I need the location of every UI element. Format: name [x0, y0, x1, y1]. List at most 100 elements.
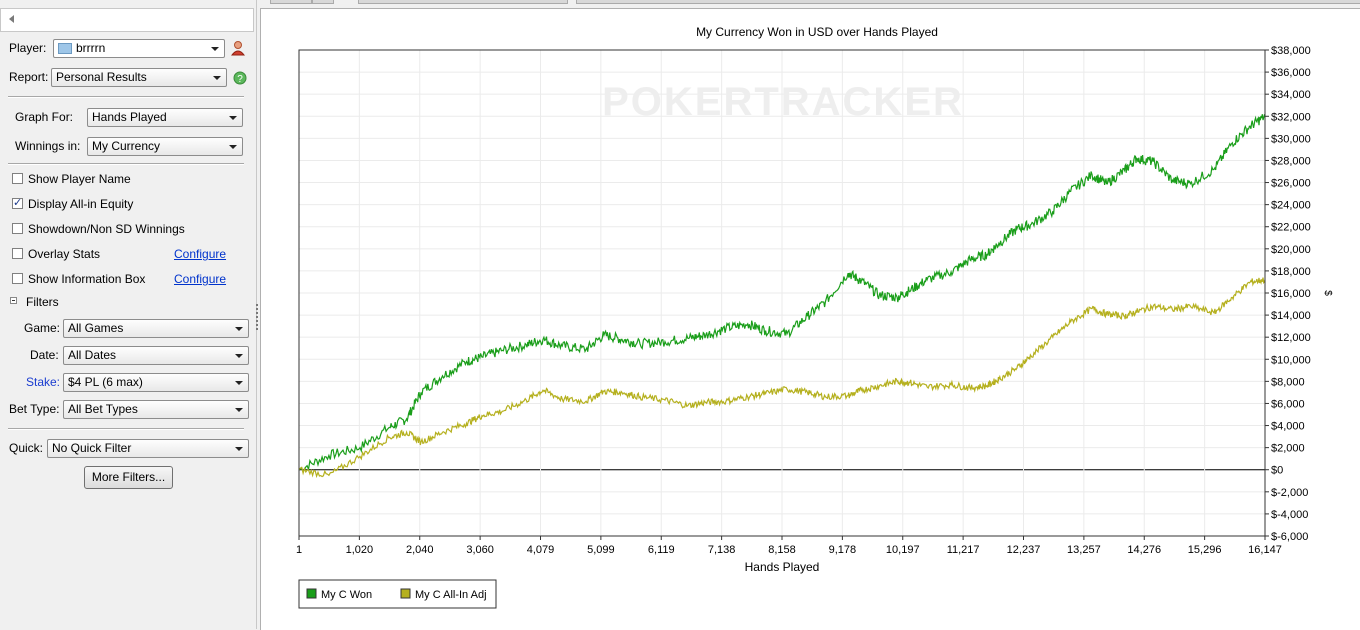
chart-title: My Currency Won in USD over Hands Played [696, 25, 938, 39]
graph-for-value: Hands Played [92, 110, 167, 124]
checkbox-label[interactable]: Show Information Box [28, 272, 146, 286]
y-tick-label: $20,000 [1271, 244, 1311, 256]
y-tick-label: $2,000 [1271, 443, 1305, 455]
chart-grid [298, 49, 1266, 537]
winnings-in-value: My Currency [92, 139, 161, 153]
checkbox-option[interactable] [12, 173, 23, 184]
checkbox-option[interactable] [12, 196, 23, 209]
checkbox-label[interactable]: Showdown/Non SD Winnings [28, 222, 185, 236]
y-tick-label: $0 [1271, 465, 1283, 477]
checkbox-option[interactable] [12, 273, 23, 284]
y-axis-label: $ [1322, 290, 1333, 296]
svg-text:?: ? [237, 74, 243, 85]
stake-select[interactable]: $4 PL (6 max) [63, 373, 249, 392]
divider [8, 163, 244, 165]
filters-header[interactable]: Filters [4, 294, 252, 310]
legend-swatch [400, 588, 411, 599]
checkbox-option[interactable] [12, 223, 23, 234]
winnings-in-select[interactable]: My Currency [87, 137, 243, 156]
x-tick-label: 11,217 [947, 544, 980, 556]
more-filters-button[interactable]: More Filters... [84, 466, 173, 489]
x-tick-label: 9,178 [829, 544, 857, 556]
game-label: Game: [24, 321, 61, 335]
y-tick-label: $22,000 [1271, 222, 1311, 234]
x-tick-label: 12,237 [1007, 544, 1041, 556]
player-label: Player: [9, 41, 47, 55]
chevron-down-icon [211, 47, 219, 51]
configure-link[interactable]: Configure [174, 247, 227, 261]
date-select[interactable]: All Dates [63, 346, 249, 365]
checkbox-label[interactable]: Show Player Name [28, 172, 131, 186]
x-axis: 1 1,020 2,040 3,060 4,079 5,099 6,119 7,138 8,15… [296, 536, 1282, 556]
y-tick-label: $26,000 [1271, 178, 1311, 190]
chevron-down-icon [235, 447, 243, 451]
x-tick-label: 7,138 [708, 544, 736, 556]
player-select[interactable]: brrrrn [53, 39, 225, 58]
x-tick-label: 8,158 [768, 544, 796, 556]
quick-label: Quick: [9, 441, 44, 455]
game-select[interactable]: All Games [63, 319, 249, 338]
y-tick-label: $38,000 [1271, 45, 1311, 57]
chevron-down-icon [229, 145, 237, 149]
tab[interactable] [576, 0, 1360, 4]
legend-entry: My C All-In Adj [415, 589, 487, 601]
report-label: Report: [9, 70, 49, 84]
tab[interactable] [312, 0, 334, 4]
collapse-icon[interactable] [10, 297, 17, 304]
y-tick-label: $6,000 [1271, 398, 1305, 410]
y-tick-label: $36,000 [1271, 67, 1311, 79]
date-value: All Dates [68, 348, 117, 362]
date-label: Date: [30, 348, 59, 362]
checkbox-label[interactable]: Display All-in Equity [28, 197, 134, 211]
sidebar-collapse-bar[interactable] [0, 8, 254, 32]
collapse-arrow-icon[interactable] [9, 15, 14, 23]
player-value: brrrrn [76, 41, 106, 55]
chart-watermark: POKERTRACKER [602, 80, 964, 124]
tab[interactable] [270, 0, 312, 4]
configure-link[interactable]: Configure [174, 272, 227, 286]
help-icon[interactable]: ? [233, 71, 247, 85]
stake-label[interactable]: Stake: [26, 375, 61, 389]
stake-value: $4 PL (6 max) [68, 375, 143, 389]
chart-legend: My C Won My C All-In Adj [298, 579, 497, 609]
graph-for-select[interactable]: Hands Played [87, 108, 243, 127]
chart-lines [298, 113, 1266, 479]
bet-type-label: Bet Type: [9, 402, 60, 416]
x-tick-label: 13,257 [1067, 544, 1101, 556]
y-tick-label: $14,000 [1271, 310, 1311, 322]
y-tick-label: $12,000 [1271, 332, 1311, 344]
chevron-down-icon [235, 327, 243, 331]
x-tick-label: 10,197 [886, 544, 920, 556]
report-select[interactable]: Personal Results [51, 68, 227, 87]
tab[interactable] [358, 0, 568, 4]
y-tick-label: $-4,000 [1271, 509, 1308, 521]
chevron-down-icon [229, 116, 237, 120]
x-tick-label: 1,020 [346, 544, 374, 556]
y-tick-label: $34,000 [1271, 89, 1311, 101]
bet-type-select[interactable]: All Bet Types [63, 400, 249, 419]
legend-entry: My C Won [321, 589, 372, 601]
chevron-down-icon [235, 354, 243, 358]
y-tick-label: $4,000 [1271, 421, 1305, 433]
checkbox-option[interactable] [12, 248, 23, 259]
divider [8, 96, 244, 98]
sidebar: Player: brrrrn Report: Personal Results … [0, 0, 258, 629]
quick-filter-select[interactable]: No Quick Filter [47, 439, 249, 458]
player-user-icon[interactable] [230, 40, 246, 56]
splitter-grip[interactable] [256, 304, 258, 332]
report-value: Personal Results [56, 70, 147, 84]
checkbox-label[interactable]: Overlay Stats [28, 247, 101, 261]
tab-strip [260, 0, 1360, 4]
y-tick-label: $32,000 [1271, 111, 1311, 123]
y-tick-label: $-2,000 [1271, 487, 1308, 499]
series-line [298, 277, 1266, 479]
player-site-icon [58, 43, 72, 54]
x-tick-label: 3,060 [466, 544, 494, 556]
x-tick-label: 5,099 [587, 544, 615, 556]
x-tick-label: 15,296 [1188, 544, 1222, 556]
chevron-down-icon [213, 76, 221, 80]
x-tick-label: 6,119 [648, 544, 675, 556]
graph-panel: My Currency Won in USD over Hands Played… [260, 8, 1360, 630]
x-tick-label: 16,147 [1248, 544, 1282, 556]
game-value: All Games [68, 321, 124, 335]
